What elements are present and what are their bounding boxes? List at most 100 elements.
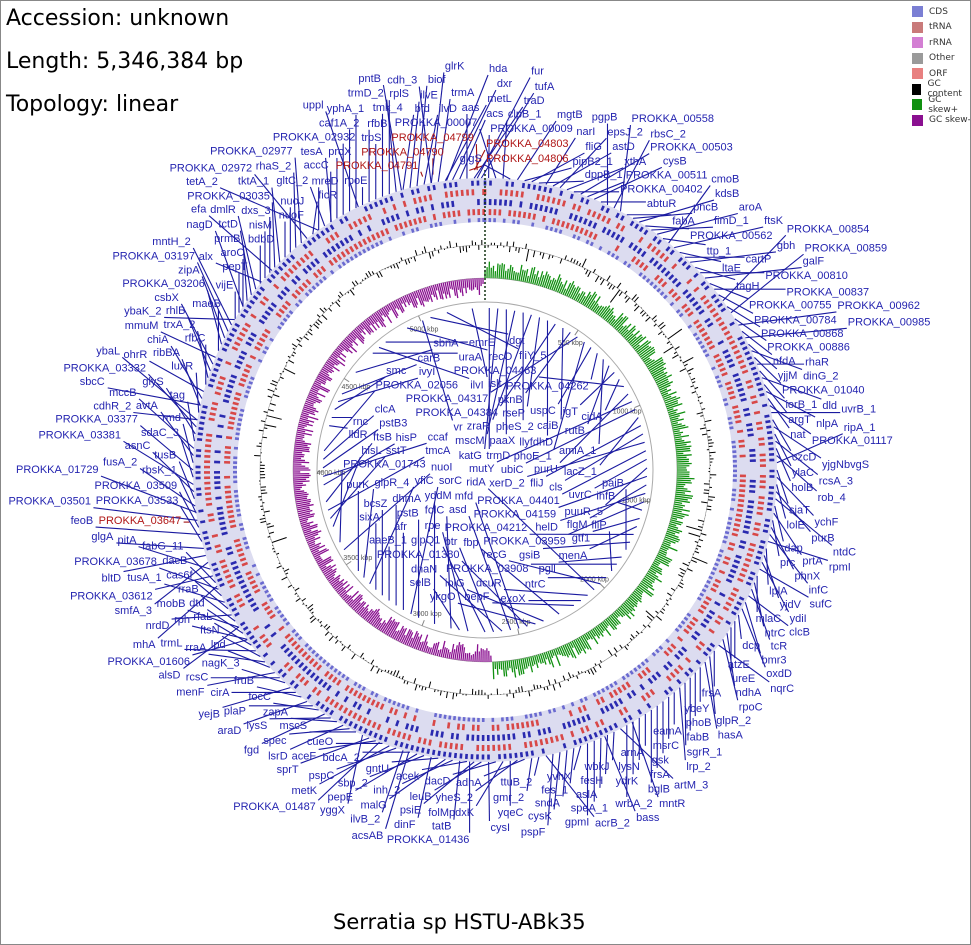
gene-spoke (695, 266, 736, 281)
feature-mark (215, 362, 221, 367)
inner-gene-spoke (604, 736, 636, 812)
gc-content-mark (682, 562, 689, 567)
gc-skew-mark (602, 308, 611, 319)
feature-mark (324, 227, 330, 233)
gene-label: adhA (456, 777, 482, 789)
gene-label: ftsK (764, 215, 784, 227)
gc-skew-mark (293, 459, 306, 462)
gc-content-mark (276, 552, 280, 555)
gene-label: gsk (652, 754, 670, 766)
gene-label: ychF (815, 516, 839, 528)
gc-skew-mark (594, 627, 601, 636)
feature-mark (655, 249, 661, 256)
gc-skew-mark (350, 594, 363, 608)
inner-gene-spoke (503, 588, 588, 596)
gc-skew-mark (373, 313, 384, 327)
gc-content-mark (679, 368, 687, 373)
gc-skew-mark (673, 430, 680, 433)
feature-mark (570, 730, 575, 738)
inner-gene-label: alsD (158, 669, 180, 681)
gc-skew-mark (609, 614, 619, 626)
feature-mark (301, 651, 308, 658)
feature-mark (243, 308, 249, 314)
gc-content-mark (707, 505, 712, 508)
feature-mark (367, 213, 373, 221)
gc-skew-mark (633, 590, 643, 598)
gc-content-mark (559, 258, 563, 264)
gene-label: bfd (415, 103, 430, 115)
gene-spoke (165, 387, 196, 435)
gc-skew-mark (562, 288, 567, 295)
gc-content-mark (326, 625, 331, 631)
feature-mark (738, 392, 746, 397)
gc-content-mark (431, 251, 434, 257)
gene-spoke (196, 262, 229, 332)
feature-mark (747, 576, 754, 581)
feature-mark (610, 231, 616, 238)
gc-skew-mark (421, 634, 429, 652)
gc-content-mark (271, 537, 287, 543)
gc-skew-mark (668, 411, 677, 416)
gc-skew-mark (655, 374, 673, 384)
feature-mark (385, 216, 391, 224)
gene-spoke (639, 199, 715, 223)
gc-skew-mark (313, 549, 330, 558)
feature-mark (452, 210, 456, 218)
gc-skew-mark (654, 374, 667, 382)
gc-skew-mark (305, 533, 319, 540)
gc-skew-mark (311, 549, 320, 555)
gene-spoke (164, 583, 225, 603)
feature-mark (695, 336, 701, 341)
feature-mark (453, 752, 458, 759)
feature-mark (521, 182, 526, 189)
gc-skew-mark (440, 282, 445, 294)
gc-skew-mark (508, 660, 511, 669)
gc-skew-mark (310, 545, 320, 551)
feature-mark (231, 327, 238, 333)
gc-skew-mark (536, 277, 540, 286)
feature-mark (363, 206, 369, 212)
feature-mark (202, 405, 208, 409)
gene-spoke (180, 438, 194, 478)
gc-skew-mark (667, 528, 680, 534)
feature-mark (693, 272, 699, 279)
inner-gene-label: glrK (445, 60, 465, 72)
gene-spoke (201, 276, 226, 338)
feature-mark (368, 203, 374, 210)
feature-mark (430, 729, 434, 736)
feature-mark (741, 567, 748, 573)
inner-gene-spoke (598, 359, 604, 445)
feature-mark (236, 427, 241, 431)
feature-mark (601, 687, 606, 693)
inner-gene-label: exoX (500, 593, 526, 605)
feature-mark (447, 211, 451, 218)
gene-label: glgS (460, 153, 482, 165)
feature-mark (449, 190, 454, 198)
gc-skew-mark (633, 344, 640, 350)
gene-label: phoB (686, 717, 712, 729)
feature-mark (666, 646, 674, 653)
feature-mark (415, 227, 420, 232)
feature-mark (710, 587, 717, 593)
feature-mark (701, 331, 708, 338)
feature-mark (623, 706, 629, 714)
gc-skew-mark (522, 270, 526, 282)
gc-content-mark (390, 670, 393, 675)
feature-mark (269, 613, 276, 620)
feature-mark (250, 332, 257, 338)
feature-mark (642, 275, 647, 280)
feature-mark (357, 240, 363, 248)
gc-skew-mark (373, 617, 381, 627)
feature-mark (754, 522, 761, 526)
gc-skew-mark (510, 660, 514, 673)
feature-mark (291, 628, 297, 634)
feature-mark (220, 526, 227, 531)
feature-mark (440, 202, 445, 209)
gene-spoke (651, 226, 713, 231)
gc-content-mark (414, 684, 418, 691)
feature-mark (343, 718, 349, 724)
gene-label: PROKKA_03509 (95, 480, 178, 492)
gene-label: ntrC (765, 627, 786, 639)
gc-skew-mark (504, 270, 507, 280)
